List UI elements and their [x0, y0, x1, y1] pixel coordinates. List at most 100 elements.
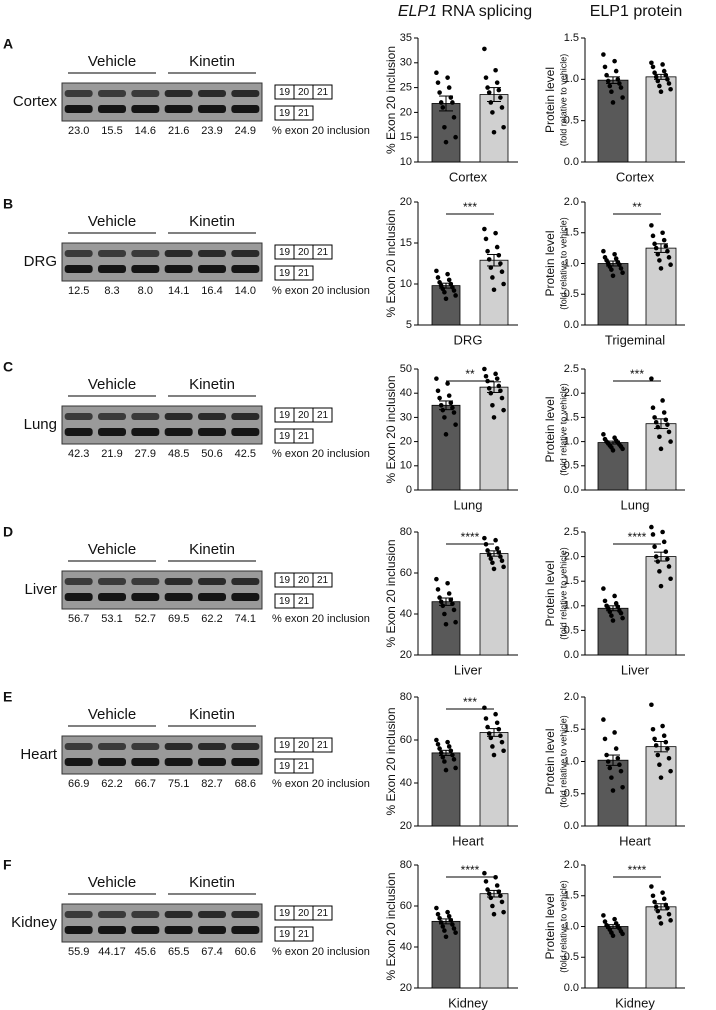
group-label: Vehicle — [88, 541, 136, 558]
x-axis-label: Liver — [454, 662, 483, 677]
band-long — [164, 743, 193, 750]
group-label: Vehicle — [88, 874, 136, 891]
exon-label: 19 — [279, 908, 291, 919]
data-point — [434, 70, 439, 76]
data-point — [491, 287, 497, 293]
band-short — [198, 593, 226, 601]
data-point — [494, 720, 500, 726]
data-point — [668, 86, 673, 92]
data-point — [499, 395, 505, 401]
data-point — [665, 556, 670, 562]
exon-box — [312, 407, 333, 423]
gel — [61, 570, 263, 610]
exon-label: 19 — [279, 410, 291, 421]
y-axis-label: % Exon 20 inclusion — [384, 46, 398, 154]
error-bar — [487, 381, 501, 393]
data-point — [435, 80, 441, 85]
data-point — [496, 87, 502, 93]
data-point — [443, 934, 449, 940]
error-bar — [606, 605, 620, 612]
group-label: Kinetin — [189, 706, 235, 723]
band-short — [198, 428, 226, 436]
data-point — [601, 432, 606, 437]
data-point — [442, 928, 447, 933]
error-bar — [487, 889, 501, 898]
data-point — [443, 432, 449, 437]
percent-value: 68.6 — [235, 778, 256, 790]
x-axis-label: Lung — [454, 497, 483, 512]
data-point — [610, 788, 616, 793]
data-point — [501, 124, 506, 130]
data-point — [438, 100, 444, 105]
error-bar — [654, 741, 668, 753]
data-point — [602, 919, 608, 924]
exon-box — [293, 926, 314, 942]
band-long — [164, 413, 193, 420]
bar — [479, 386, 509, 491]
data-point — [483, 236, 489, 242]
data-point — [491, 415, 497, 420]
percent-value: 16.4 — [201, 285, 222, 297]
percent-value: 56.7 — [68, 613, 89, 625]
percent-value: 14.0 — [235, 285, 256, 297]
significance-label: ** — [632, 200, 642, 214]
y-tick-label: 2.0 — [564, 551, 579, 563]
exon-label: 19 — [279, 929, 291, 940]
error-bar — [654, 903, 668, 911]
exon-label: 20 — [298, 410, 310, 421]
data-point — [605, 605, 611, 611]
y-axis-label: % Exon 20 inclusion — [384, 707, 398, 815]
y-axis-label: Protein level — [543, 728, 557, 794]
y-axis-sublabel: (fold relative to vehicle) — [558, 880, 568, 973]
data-point — [493, 537, 498, 543]
exon-label: 20 — [298, 740, 310, 751]
percent-value: 48.5 — [168, 448, 189, 460]
y-axis-sublabel: (fold relative to vehicle) — [558, 383, 568, 476]
band-long — [164, 911, 193, 918]
y-tick-label: 2.0 — [564, 387, 579, 399]
exon-box — [312, 244, 333, 260]
data-point — [610, 448, 616, 453]
y-axis-label: % Exon 20 inclusion — [384, 209, 398, 317]
band-short — [164, 926, 193, 934]
error-bar — [606, 260, 620, 267]
data-point — [607, 83, 613, 89]
band-short — [64, 758, 93, 766]
band-short — [64, 428, 93, 436]
data-point — [649, 702, 654, 708]
percent-value: 21.6 — [168, 125, 189, 137]
y-tick-label: 0.0 — [564, 319, 579, 331]
data-point — [663, 417, 669, 423]
band-long — [131, 250, 160, 257]
band-short — [98, 758, 126, 766]
data-point — [499, 269, 505, 275]
data-point — [442, 124, 447, 130]
data-point — [446, 277, 452, 283]
significance-label: **** — [461, 863, 480, 877]
exon-label: 19 — [279, 87, 291, 98]
x-axis-label: Kidney — [448, 995, 488, 1010]
y-tick-label: 0.5 — [564, 624, 579, 636]
error-bar — [439, 918, 453, 925]
exon-label: 21 — [298, 596, 310, 607]
percent-value: 42.3 — [68, 448, 89, 460]
data-point — [649, 524, 654, 530]
exon-label: 21 — [317, 740, 329, 751]
percent-value: 62.2 — [101, 778, 122, 790]
band-long — [64, 578, 93, 585]
data-point — [493, 371, 498, 377]
data-point — [488, 556, 494, 561]
data-point — [445, 381, 450, 386]
exon-box — [312, 905, 333, 921]
data-point — [658, 921, 664, 926]
y-tick-label: 20 — [400, 820, 412, 832]
data-point — [442, 611, 447, 617]
data-point — [605, 78, 611, 84]
data-point — [490, 275, 495, 280]
bar — [479, 893, 509, 989]
band-short — [198, 105, 226, 113]
significance-label: *** — [463, 695, 477, 709]
data-point — [486, 90, 492, 95]
data-point — [434, 905, 439, 911]
percent-value: 65.5 — [168, 946, 189, 958]
